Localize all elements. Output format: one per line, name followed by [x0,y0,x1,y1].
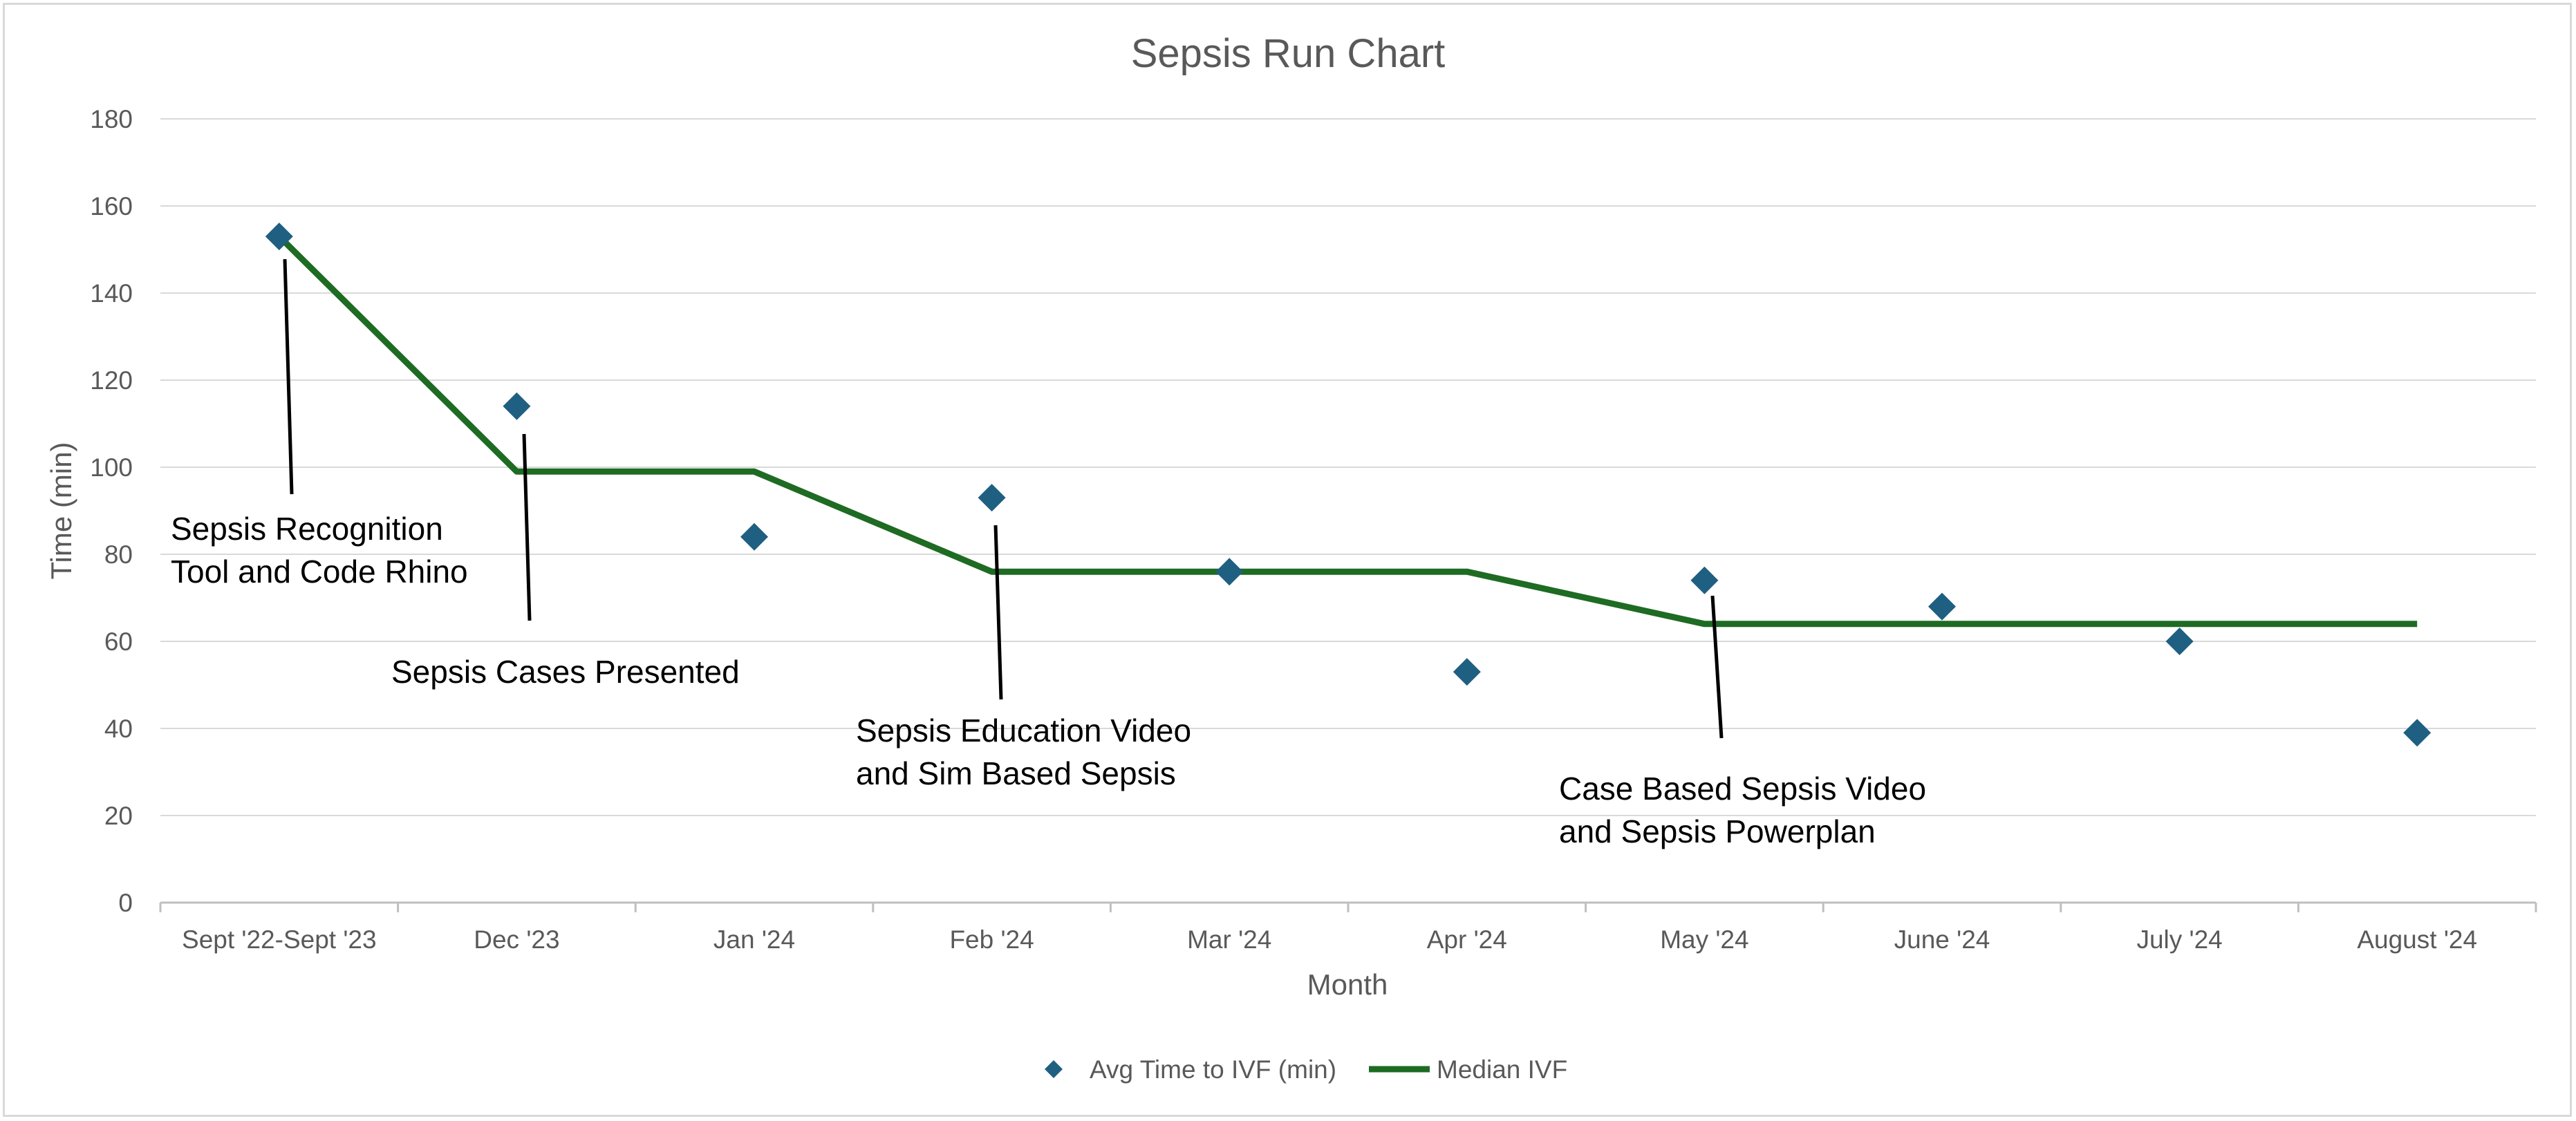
annotation-text: Sepsis Recognition [171,511,443,547]
data-point-diamond [1453,658,1481,686]
y-axis-ticks: 0 20 40 60 80 100 120 140 160 180 [90,105,133,917]
chart-frame [3,3,2572,1117]
data-point-diamond [1928,592,1956,621]
x-tick-label: Feb '24 [949,925,1034,954]
annotation-leader-line [522,433,532,621]
data-point-diamond [2403,719,2432,747]
annotation: Case Based Sepsis Video and Sepsis Powerp… [1559,595,1926,849]
median-ivf-line [277,234,2418,628]
y-tick-label: 20 [104,802,133,830]
x-tick-label: Mar '24 [1187,925,1271,954]
y-tick-label: 0 [118,889,133,917]
x-tick-label: May '24 [1660,925,1748,954]
x-tick-label: June '24 [1894,925,1990,954]
data-point-diamond [1690,566,1719,594]
y-tick-label: 100 [90,453,133,482]
legend-item-median-ivf: Median IVF [1369,1055,1567,1084]
y-tick-label: 160 [90,192,133,220]
legend-item-avg-time: Avg Time to IVF (min) [1045,1055,1336,1084]
data-point-diamond [1215,558,1244,586]
annotation-text: and Sim Based Sepsis [856,755,1176,791]
x-tick-label: July '24 [2136,925,2222,954]
annotation: Sepsis Cases Presented [391,433,740,690]
y-axis-title: Time (min) [45,442,77,579]
data-point-diamond [2165,628,2194,655]
x-tick-label: August '24 [2357,925,2477,954]
annotation-leader-line [283,258,294,495]
y-tick-label: 80 [104,540,133,569]
chart-title: Sepsis Run Chart [1131,31,1446,76]
gridlines [160,118,2536,816]
x-tick-label: Jan '24 [713,925,795,954]
y-tick-label: 60 [104,628,133,656]
legend-marker-diamond [1045,1060,1063,1078]
annotation-leader-line [1710,595,1724,739]
data-point-diamond [740,522,768,551]
legend-label-median-ivf: Median IVF [1437,1055,1567,1084]
legend: Avg Time to IVF (min) Median IVF [1045,1055,1567,1084]
x-tick-label: Sept '22-Sept '23 [182,925,377,954]
y-tick-label: 120 [90,366,133,395]
data-point-diamond [978,484,1006,512]
legend-label-avg-time: Avg Time to IVF (min) [1090,1055,1336,1084]
y-tick-label: 40 [104,715,133,743]
annotation-text: Tool and Code Rhino [171,554,468,590]
avg-time-series [265,223,2432,747]
x-tick-label: Apr '24 [1427,925,1507,954]
y-tick-label: 140 [90,279,133,308]
x-axis-title: Month [1307,968,1388,1001]
annotation: Sepsis Recognition Tool and Code Rhino [171,258,468,590]
y-tick-label: 180 [90,105,133,133]
median-ivf-series [277,234,2418,628]
data-point-diamond [265,223,293,251]
x-axis: Sept '22-Sept '23 Dec '23 Jan '24 Feb '24 Ma… [159,901,2537,954]
annotation-text: and Sepsis Powerplan [1559,813,1876,849]
annotation: Sepsis Education Video and Sim Based Seps… [856,525,1191,791]
annotation-text: Sepsis Education Video [856,713,1191,748]
annotation-leader-line [993,525,1003,700]
data-point-diamond [503,392,531,420]
x-tick-label: Dec '23 [474,925,559,954]
annotation-text: Sepsis Cases Presented [391,654,740,690]
annotation-text: Case Based Sepsis Video [1559,771,1926,807]
